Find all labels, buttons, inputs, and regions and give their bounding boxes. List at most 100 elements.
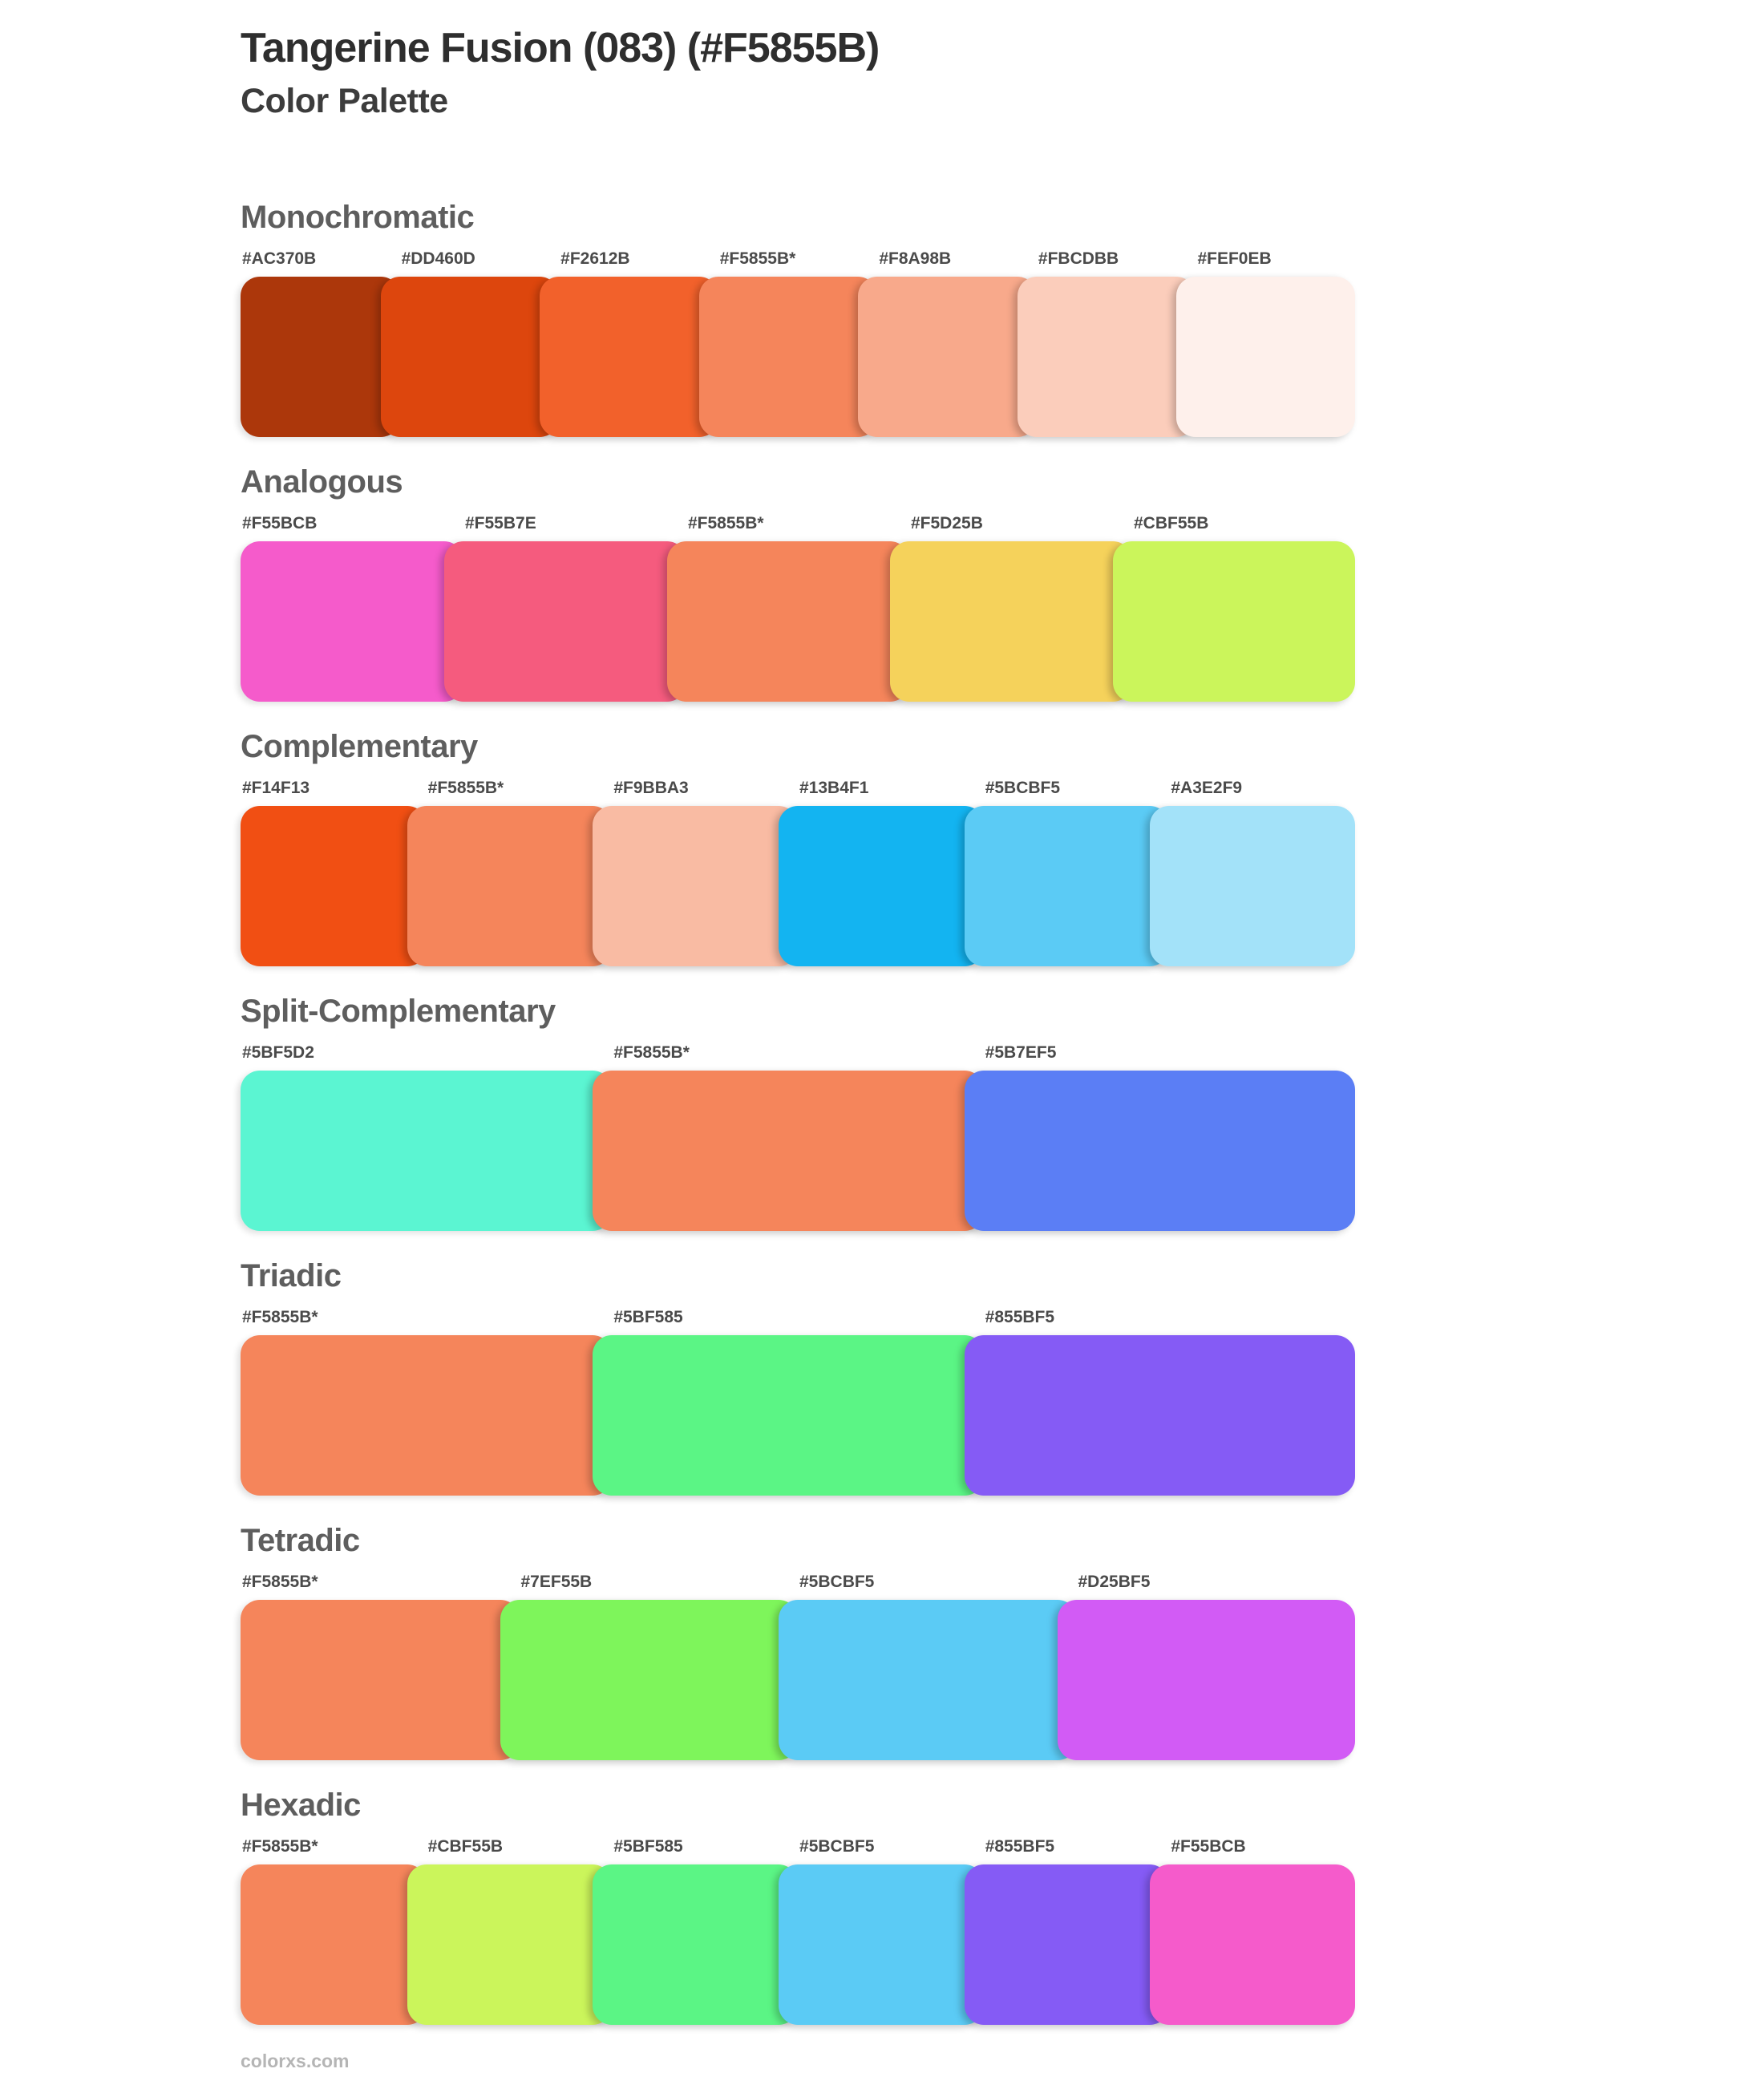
swatch-cell: #855BF5	[964, 1308, 1355, 1496]
section-title: Tetradic	[241, 1523, 360, 1558]
hex-code-label: #5BF585	[613, 1837, 683, 1856]
hex-code-label: #F5855B*	[688, 514, 764, 532]
color-swatch[interactable]	[407, 1864, 613, 2025]
color-swatch[interactable]	[444, 541, 686, 702]
color-swatch[interactable]	[964, 1335, 1355, 1496]
color-swatch[interactable]	[1057, 1600, 1355, 1760]
color-swatch[interactable]	[540, 277, 718, 437]
swatch-cell: #F55B7E	[444, 514, 686, 702]
hex-code-label: #A3E2F9	[1171, 779, 1243, 797]
hex-code-label: #5BCBF5	[799, 1573, 875, 1591]
color-swatch[interactable]	[593, 1071, 984, 1231]
color-swatch[interactable]	[964, 1864, 1170, 2025]
hex-code-label: #FEF0EB	[1197, 249, 1272, 268]
hex-code-label: #CBF55B	[427, 1837, 504, 1856]
swatch-cell: #F5855B*	[241, 1308, 613, 1496]
swatch-cell: #F5855B*	[407, 779, 613, 966]
swatch-cell: #5BF585	[593, 1308, 984, 1496]
hex-code-label: #5BF585	[613, 1308, 683, 1326]
color-swatch[interactable]	[593, 1335, 984, 1496]
hex-code-label: #7EF55B	[520, 1573, 593, 1591]
hex-code-label: #F5855B*	[613, 1043, 690, 1062]
hex-code-label: #F5D25B	[911, 514, 983, 532]
color-swatch[interactable]	[241, 277, 400, 437]
color-swatch[interactable]	[1017, 277, 1196, 437]
section-title: Monochromatic	[241, 200, 475, 235]
color-swatch[interactable]	[593, 1864, 799, 2025]
swatch-cell: #5BCBF5	[779, 1837, 984, 2025]
swatch-cell: #F55BCB	[1150, 1837, 1356, 2025]
swatch-cell: #7EF55B	[500, 1573, 798, 1760]
color-swatch[interactable]	[1113, 541, 1355, 702]
swatch-cell: #F5855B*	[241, 1573, 520, 1760]
color-swatch[interactable]	[241, 1600, 520, 1760]
color-swatch[interactable]	[964, 1071, 1355, 1231]
hex-code-label: #F14F13	[242, 779, 310, 797]
color-swatch[interactable]	[779, 1600, 1077, 1760]
swatch-cell: #CBF55B	[1113, 514, 1355, 702]
swatch-cell: #5BF5D2	[241, 1043, 613, 1231]
page-subtitle: Color Palette	[241, 82, 448, 120]
swatch-cell: #F5855B*	[241, 1837, 427, 2025]
color-swatch[interactable]	[1150, 1864, 1356, 2025]
palette-section-hexadic: Hexadic #F5855B* #CBF55B #5BF585 #5BCBF5 #855…	[241, 1786, 1356, 2025]
hex-code-label: #F8A98B	[879, 249, 952, 268]
swatch-cell: #F5855B*	[698, 249, 878, 437]
hex-code-label: #F5855B*	[427, 779, 504, 797]
hex-code-label: #5B7EF5	[985, 1043, 1057, 1062]
hex-code-label: #F55BCB	[1171, 1837, 1246, 1856]
hex-code-label: #FBCDBB	[1038, 249, 1119, 268]
color-swatch[interactable]	[500, 1600, 798, 1760]
hex-code-label: #F5855B*	[242, 1308, 318, 1326]
swatch-cell: #FEF0EB	[1176, 249, 1356, 437]
section-title: Complementary	[241, 729, 478, 764]
color-swatch[interactable]	[241, 1071, 613, 1231]
hex-code-label: #AC370B	[242, 249, 317, 268]
color-swatch[interactable]	[1150, 806, 1356, 966]
color-swatch[interactable]	[779, 806, 984, 966]
color-swatch[interactable]	[1176, 277, 1356, 437]
swatch-cell: #5BF585	[593, 1837, 799, 2025]
section-title: Hexadic	[241, 1787, 361, 1823]
hex-code-label: #F55BCB	[242, 514, 318, 532]
swatch-cell: #5BCBF5	[964, 779, 1170, 966]
section-title: Triadic	[241, 1258, 342, 1294]
section-title: Split-Complementary	[241, 994, 556, 1029]
swatch-row: #F55BCB #F55B7E #F5855B* #F5D25B #CBF55B	[241, 514, 1355, 702]
footer-link[interactable]: colorxs.com	[241, 2051, 350, 2071]
hex-code-label: #5BF5D2	[242, 1043, 314, 1062]
palette-section-split-complementary: Split-Complementary #5BF5D2 #F5855B* #5B7EF…	[241, 992, 1355, 1231]
color-swatch[interactable]	[667, 541, 909, 702]
hex-code-label: #F5855B*	[719, 249, 796, 268]
color-swatch[interactable]	[380, 277, 560, 437]
swatch-cell: #855BF5	[964, 1837, 1170, 2025]
swatch-cell: #D25BF5	[1057, 1573, 1355, 1760]
hex-code-label: #D25BF5	[1078, 1573, 1151, 1591]
color-swatch[interactable]	[407, 806, 613, 966]
hex-code-label: #F9BBA3	[613, 779, 689, 797]
swatch-row: #F5855B* #7EF55B #5BCBF5 #D25BF5	[241, 1573, 1355, 1760]
color-swatch[interactable]	[241, 806, 427, 966]
swatch-row: #F5855B* #CBF55B #5BF585 #5BCBF5 #855BF5 #F55…	[241, 1837, 1356, 2025]
color-swatch[interactable]	[241, 1335, 613, 1496]
color-swatch[interactable]	[593, 806, 799, 966]
color-swatch[interactable]	[964, 806, 1170, 966]
swatch-cell: #DD460D	[380, 249, 560, 437]
color-swatch[interactable]	[890, 541, 1132, 702]
swatch-cell: #5B7EF5	[964, 1043, 1355, 1231]
swatch-cell: #F5855B*	[593, 1043, 984, 1231]
color-swatch[interactable]	[241, 541, 463, 702]
hex-code-label: #F55B7E	[465, 514, 536, 532]
color-swatch[interactable]	[241, 1864, 427, 2025]
palette-section-complementary: Complementary #F14F13 #F5855B* #F9BBA3 #13B4…	[241, 727, 1356, 966]
hex-code-label: #DD460D	[401, 249, 475, 268]
color-swatch[interactable]	[698, 277, 878, 437]
color-swatch[interactable]	[858, 277, 1037, 437]
swatch-row: #F14F13 #F5855B* #F9BBA3 #13B4F1 #5BCBF5 #A3E…	[241, 779, 1356, 966]
swatch-cell: #13B4F1	[779, 779, 984, 966]
hex-code-label: #F5855B*	[242, 1573, 318, 1591]
swatch-cell: #AC370B	[241, 249, 400, 437]
swatch-cell: #FBCDBB	[1017, 249, 1196, 437]
hex-code-label: #13B4F1	[799, 779, 869, 797]
color-swatch[interactable]	[779, 1864, 984, 2025]
